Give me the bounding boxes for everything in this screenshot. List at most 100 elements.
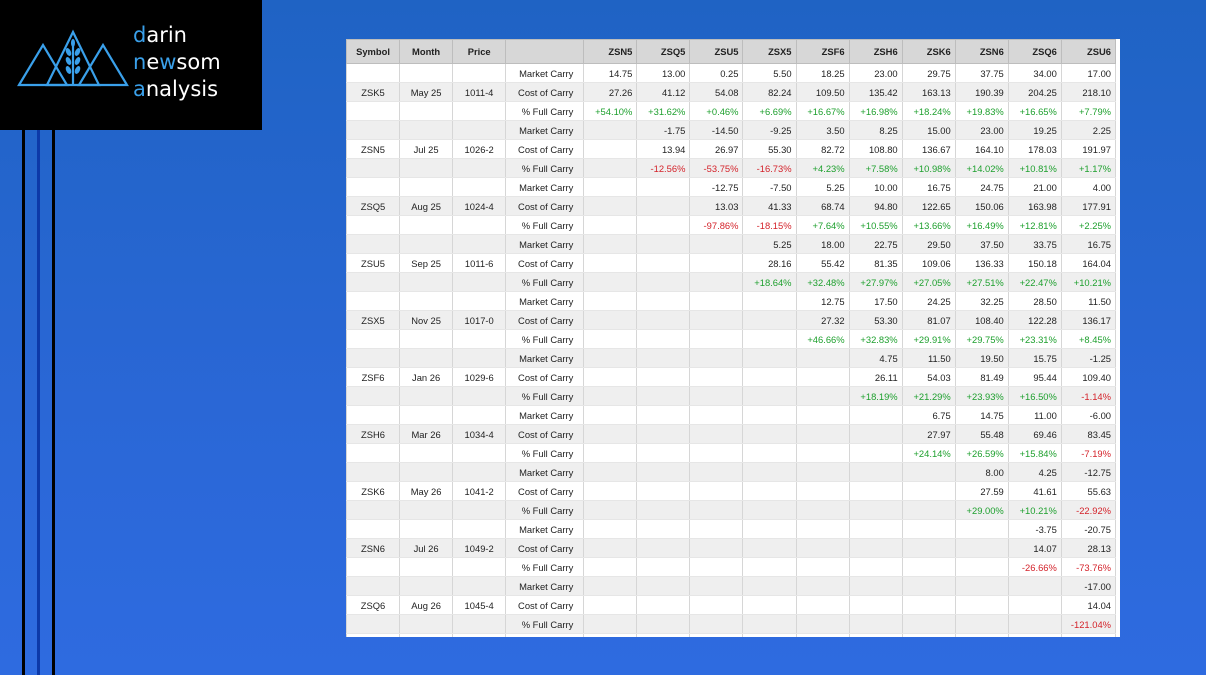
table-cell: -1.25: [1060, 348, 1117, 368]
table-cell: [583, 367, 638, 387]
table-cell: -12.56%: [636, 158, 691, 178]
table-cell: [901, 500, 956, 520]
table-cell: [742, 310, 797, 330]
table-cell: [452, 557, 507, 577]
table-row: % Full Carry +18.64% +32.48% +27.97% +27.05%…: [346, 272, 1117, 292]
table-cell: 19.25: [1007, 120, 1062, 140]
column-header[interactable]: Price: [452, 39, 507, 64]
table-cell: [583, 595, 638, 615]
table-cell: +27.51%: [954, 272, 1009, 292]
table-cell: Cost of Carry: [505, 424, 585, 444]
table-cell: May 26: [399, 481, 454, 501]
table-row: ZSN6 Jul 26 1049-2 Cost of Carry 14.07 28.13: [346, 538, 1117, 558]
table-cell: 34.00: [1007, 63, 1062, 83]
table-cell: [399, 386, 454, 406]
table-cell: 41.33: [742, 196, 797, 216]
table-cell: +10.55%: [848, 215, 903, 235]
table-cell: +7.64%: [795, 215, 850, 235]
table-cell: [636, 538, 691, 558]
column-header[interactable]: ZSN5: [583, 39, 638, 64]
table-cell: [689, 367, 744, 387]
table-cell: [795, 576, 850, 596]
table-cell: 12.75: [795, 291, 850, 311]
table-cell: [636, 405, 691, 425]
table-cell: 55.63: [1060, 481, 1117, 501]
table-cell: -9.25: [742, 120, 797, 140]
table-cell: 178.03: [1007, 139, 1062, 159]
table-cell: +26.59%: [954, 443, 1009, 463]
table-cell: [583, 443, 638, 463]
table-cell: [742, 633, 797, 637]
table-cell: [901, 576, 956, 596]
table-cell: [848, 538, 903, 558]
column-header[interactable]: [505, 39, 585, 64]
table-cell: [583, 177, 638, 197]
table-cell: [452, 405, 507, 425]
column-header[interactable]: ZSF6: [795, 39, 850, 64]
table-cell: [346, 348, 401, 368]
table-row: ZSQ5 Aug 25 1024-4 Cost of Carry 13.03 41.33 6…: [346, 196, 1117, 216]
table-cell: [399, 462, 454, 482]
table-cell: [346, 234, 401, 254]
table-cell: Jul 26: [399, 538, 454, 558]
table-cell: 1041-2: [452, 481, 507, 501]
table-cell: [795, 367, 850, 387]
table-row: ZSK6 May 26 1041-2 Cost of Carry 27.59 41.61 5…: [346, 481, 1117, 501]
table-cell: [452, 215, 507, 235]
table-cell: Market Carry: [505, 633, 585, 637]
table-cell: 1011-4: [452, 82, 507, 102]
table-cell: -22.92%: [1060, 500, 1117, 520]
table-cell: 164.10: [954, 139, 1009, 159]
table-cell: [636, 443, 691, 463]
table-cell: [689, 386, 744, 406]
table-cell: [583, 386, 638, 406]
table-cell: [636, 272, 691, 292]
table-cell: [742, 348, 797, 368]
table-cell: 17.50: [848, 291, 903, 311]
table-cell: ZSU5: [346, 253, 401, 273]
column-header[interactable]: ZSU5: [689, 39, 744, 64]
table-cell: +16.67%: [795, 101, 850, 121]
table-cell: Cost of Carry: [505, 196, 585, 216]
table-cell: +10.21%: [1060, 272, 1117, 292]
table-cell: 1024-4: [452, 196, 507, 216]
column-header[interactable]: ZSK6: [901, 39, 956, 64]
table-cell: % Full Carry: [505, 443, 585, 463]
brand-line-1: darin: [133, 23, 187, 47]
table-cell: +10.81%: [1007, 158, 1062, 178]
table-cell: [636, 291, 691, 311]
column-header[interactable]: ZSH6: [848, 39, 903, 64]
table-cell: [583, 329, 638, 349]
column-header[interactable]: ZSU6: [1060, 39, 1117, 64]
table-cell: 14.07: [1007, 538, 1062, 558]
table-cell: 94.80: [848, 196, 903, 216]
table-cell: [399, 519, 454, 539]
table-cell: [848, 633, 903, 637]
table-cell: Market Carry: [505, 63, 585, 83]
table-cell: +10.21%: [1007, 500, 1062, 520]
table-cell: [583, 120, 638, 140]
column-header[interactable]: Symbol: [346, 39, 401, 64]
table-cell: 37.75: [954, 63, 1009, 83]
table-cell: [689, 291, 744, 311]
table-cell: % Full Carry: [505, 329, 585, 349]
column-header[interactable]: ZSX5: [742, 39, 797, 64]
table-cell: [848, 500, 903, 520]
column-header[interactable]: ZSQ5: [636, 39, 691, 64]
table-cell: +2.25%: [1060, 215, 1117, 235]
table-cell: 1029-6: [452, 367, 507, 387]
table-cell: 136.17: [1060, 310, 1117, 330]
table-row: Market Carry -1.75 -14.50 -9.25 3.50 8.25 15.0…: [346, 120, 1117, 140]
column-header[interactable]: ZSQ6: [1007, 39, 1062, 64]
column-header[interactable]: Month: [399, 39, 454, 64]
table-cell: 81.49: [954, 367, 1009, 387]
table-cell: -121.04%: [1060, 614, 1117, 634]
table-cell: [848, 405, 903, 425]
table-cell: % Full Carry: [505, 614, 585, 634]
column-header[interactable]: ZSN6: [954, 39, 1009, 64]
table-cell: 1026-2: [452, 139, 507, 159]
table-cell: +23.93%: [954, 386, 1009, 406]
table-cell: 0.25: [689, 63, 744, 83]
table-cell: May 25: [399, 82, 454, 102]
table-cell: Jan 26: [399, 367, 454, 387]
